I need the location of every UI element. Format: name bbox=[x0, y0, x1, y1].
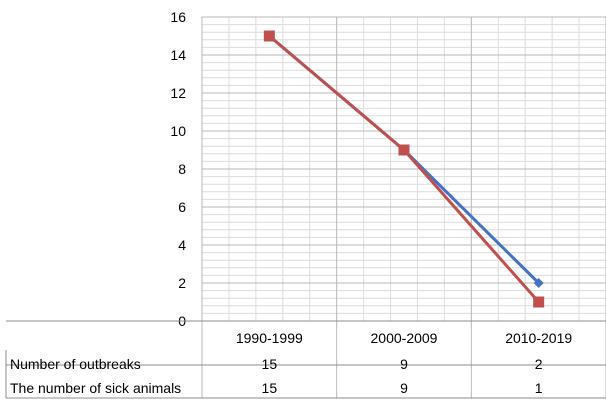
x-axis-category-labels: 1990-1999 2000-2009 2010-2019 bbox=[236, 330, 572, 346]
table-value: 1 bbox=[535, 380, 543, 396]
table-value: 9 bbox=[400, 356, 408, 372]
x-category-label: 1990-1999 bbox=[236, 330, 303, 346]
series-1-point bbox=[533, 278, 544, 288]
series-2-point bbox=[263, 30, 275, 42]
table-series-name: The number of sick animals bbox=[10, 380, 181, 396]
y-tick-label: 8 bbox=[178, 161, 186, 177]
y-tick-label: 10 bbox=[170, 123, 186, 139]
series-2-point bbox=[398, 144, 410, 156]
data-table: Number of outbreaks 15 9 2 The number of sic… bbox=[5, 320, 606, 399]
series-2-point bbox=[533, 296, 545, 308]
y-tick-label: 6 bbox=[178, 199, 186, 215]
y-tick-label: 16 bbox=[170, 9, 186, 25]
table-value: 15 bbox=[262, 356, 278, 372]
minor-gridlines bbox=[202, 17, 606, 321]
table-value: 2 bbox=[535, 356, 543, 372]
x-category-label: 2010-2019 bbox=[505, 330, 572, 346]
table-value: 15 bbox=[262, 380, 278, 396]
y-tick-label: 2 bbox=[178, 275, 186, 291]
y-tick-label: 12 bbox=[170, 85, 186, 101]
table-series-name: Number of outbreaks bbox=[10, 356, 141, 372]
table-value: 9 bbox=[400, 380, 408, 396]
y-tick-label: 4 bbox=[178, 237, 186, 253]
x-category-label: 2000-2009 bbox=[371, 330, 438, 346]
y-tick-label: 14 bbox=[170, 47, 186, 63]
series-lines bbox=[263, 30, 545, 308]
